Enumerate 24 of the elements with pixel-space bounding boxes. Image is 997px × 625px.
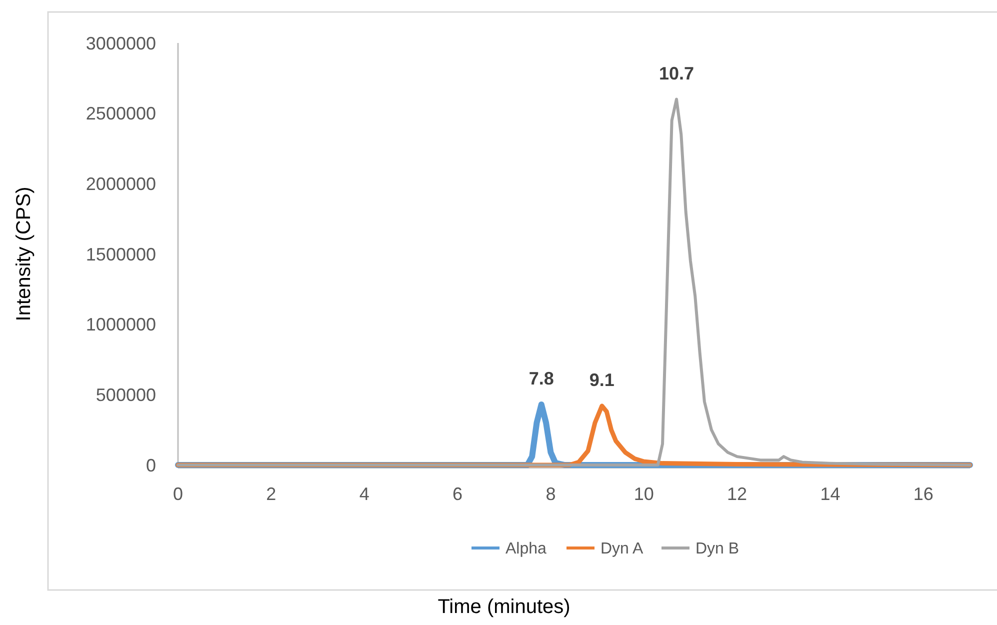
annotation: 10.7 [658,63,694,84]
x-axis-title: Time (minutes) [438,596,570,618]
x-tick-label: 2 [266,484,276,504]
y-tick-label: 1500000 [86,244,156,264]
x-tick-label: 14 [820,484,840,504]
y-tick-label: 1000000 [86,314,156,335]
annotation: 9.1 [589,370,614,390]
y-tick-label: 3000000 [86,33,156,54]
x-tick-label: 8 [546,484,556,504]
annotation: 7.8 [528,368,554,389]
x-tick-label: 10 [634,484,654,504]
x-tick-label: 0 [172,484,184,504]
legend-label: Alpha [506,540,547,558]
y-tick-label: 2000000 [86,174,156,194]
legend-label: Dyn A [600,540,644,558]
x-tick-label: 6 [452,484,463,504]
y-tick-label: 500000 [96,384,156,405]
y-axis-title: Intensity (CPS) [13,186,35,322]
y-tick-label: 0 [146,455,156,476]
y-tick-label: 2500000 [86,104,156,124]
x-tick-label: 16 [913,484,934,504]
legend-label: Dyn B [696,540,740,558]
x-tick-label: 12 [727,484,748,504]
x-tick-label: 4 [359,484,370,504]
